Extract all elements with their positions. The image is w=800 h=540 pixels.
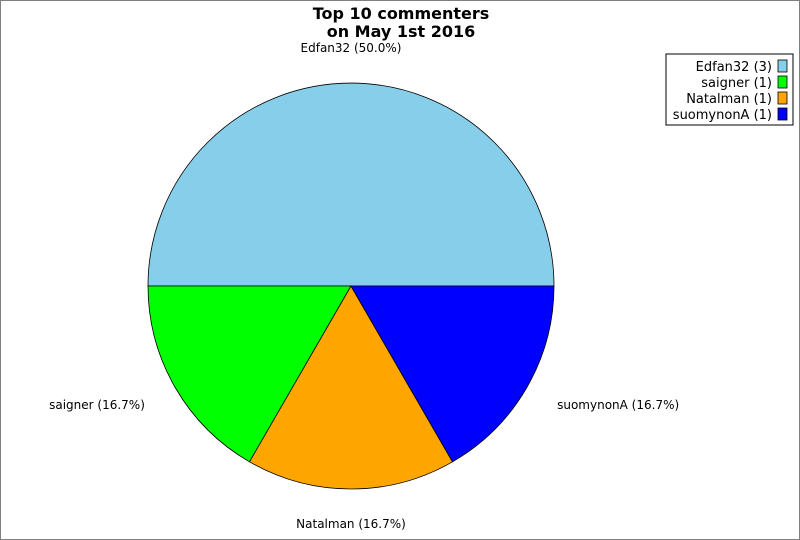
pie-slices: [147, 82, 555, 490]
slice-label-saigner: saigner (16.7%): [49, 398, 145, 412]
slice-label-edfan32: Edfan32 (50.0%): [301, 41, 402, 55]
chart-title-line-2: on May 1st 2016: [327, 22, 476, 41]
slice-label-suomynona: suomynonA (16.7%): [557, 398, 679, 412]
legend-swatch-suomynona: [777, 107, 788, 121]
legend-label-saigner: saigner (1): [701, 76, 772, 91]
legend-box: [665, 53, 794, 126]
legend: Edfan32 (3)saigner (1)Natalman (1)suomyn…: [665, 53, 794, 126]
pie-slice-suomynona: [350, 285, 555, 463]
slice-label-natalman: Natalman (16.7%): [296, 517, 406, 531]
legend-label-natalman: Natalman (1): [686, 92, 772, 107]
pie-slice-edfan32: [147, 82, 555, 287]
slice-labels: Edfan32 (50.0%) saigner (16.7%) Natalman (…: [49, 41, 679, 531]
pie-slice-natalman: [248, 285, 454, 490]
legend-swatch-edfan32: [777, 59, 788, 73]
pie-slice-saigner: [147, 285, 352, 463]
legend-label-suomynona: suomynonA (1): [673, 108, 772, 123]
chart-title-line-1: Top 10 commenters: [313, 4, 490, 23]
legend-swatch-natalman: [777, 91, 788, 105]
legend-label-edfan32: Edfan32 (3): [696, 60, 772, 75]
legend-swatch-saigner: [777, 75, 788, 89]
chart-title: Top 10 commenters on May 1st 2016: [313, 4, 490, 41]
